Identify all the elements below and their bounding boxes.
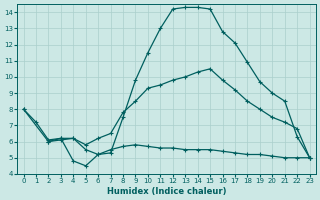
X-axis label: Humidex (Indice chaleur): Humidex (Indice chaleur): [107, 187, 226, 196]
